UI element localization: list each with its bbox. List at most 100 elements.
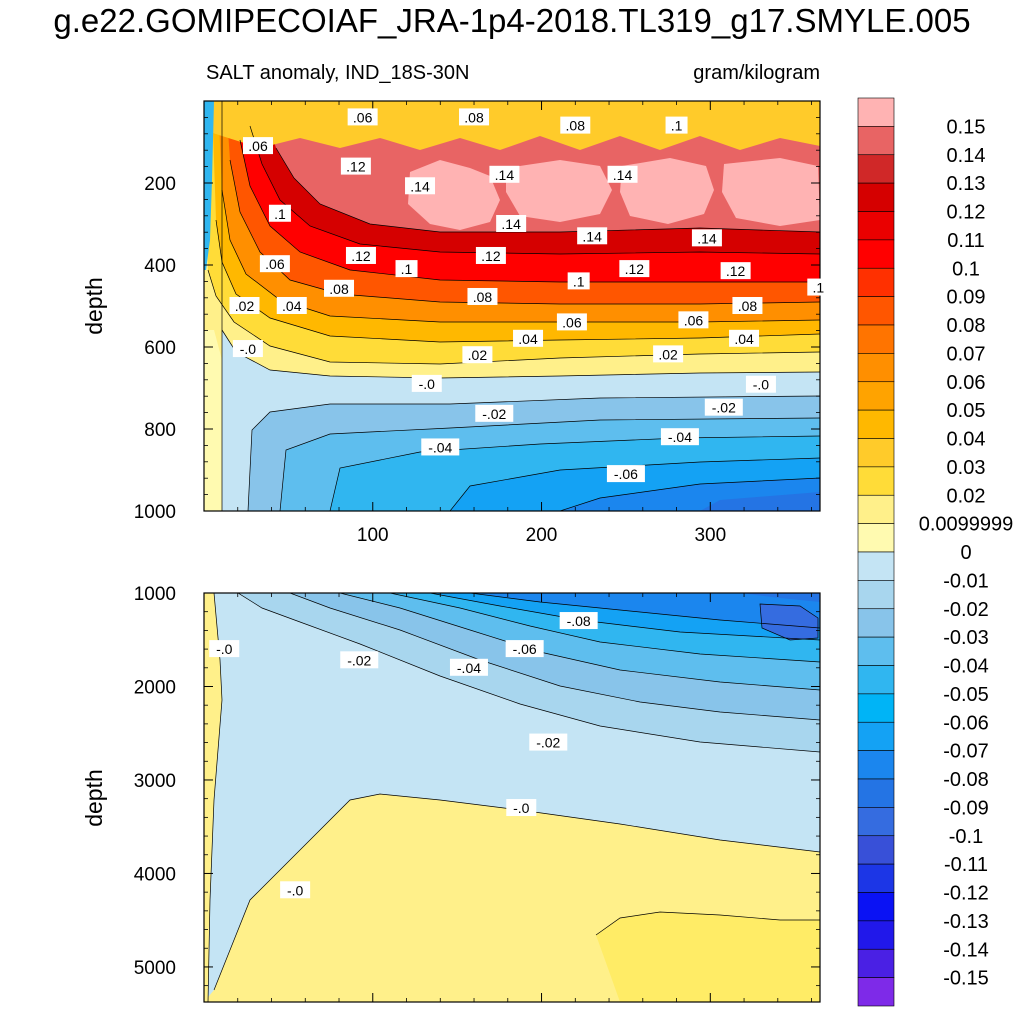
contour-label-text: -.0	[287, 882, 304, 898]
upper-contour-label: .14	[489, 165, 520, 183]
colorbar-swatch	[857, 608, 895, 638]
contour-label-text: -.02	[712, 400, 736, 416]
contour-label-bg	[704, 398, 743, 416]
colorbar-label: 0.15	[947, 116, 986, 138]
colorbar-label: 0.02	[947, 485, 986, 507]
colorbar-swatch	[857, 778, 895, 808]
contour-label-text: .08	[473, 289, 493, 305]
lower-contour-label: -.0	[506, 799, 537, 817]
colorbar-swatch	[857, 948, 895, 978]
lower-contour-lines	[207, 593, 820, 1002]
colorbar-swatch	[857, 580, 895, 610]
contour-label-bg	[745, 375, 776, 393]
upper-band-surface-blue	[204, 101, 214, 270]
upper-contour-label: .14	[577, 227, 608, 245]
upper-contour-label: .02	[229, 297, 260, 314]
upper-contour-label: -.0	[745, 375, 776, 393]
contour-label-bg	[607, 165, 638, 183]
contour-label-text: .12	[346, 159, 366, 175]
upper-x-tick-label: 100	[357, 525, 389, 546]
contour-label-bg	[559, 612, 598, 630]
colorbar-label: 0.06	[947, 372, 986, 394]
colorbar-label: 0	[960, 542, 971, 564]
upper-contour-label: -.06	[606, 465, 645, 483]
contour-label-text: -.04	[428, 439, 452, 455]
upper-contour-label: .08	[467, 287, 498, 305]
upper-contour-label: .06	[259, 255, 290, 273]
contour-label-text: .14	[501, 216, 521, 232]
colorbar-label: 0.0099999	[919, 514, 1014, 536]
upper-contour-labels: .06.06.08.08.1.12.14.14.14.1.14.14.14.12…	[229, 108, 830, 483]
contour-label-bg	[678, 311, 709, 329]
colorbar-label: 0.14	[947, 145, 986, 167]
contour-label-text: .1	[274, 206, 286, 222]
lower-band-blue8	[760, 604, 818, 640]
colorbar-swatch	[857, 693, 895, 723]
lower-band-blue7	[740, 593, 820, 602]
upper-y-tick-label: 800	[144, 420, 176, 441]
upper-contour-label: .14	[607, 165, 638, 183]
lower-y-tick-label: 4000	[134, 864, 176, 885]
lower-contour-labels: -.08 -.06 -.04 -.02 -.0 -.02 -.0 -.0	[209, 612, 598, 899]
contour-label-text: .12	[726, 263, 746, 279]
upper-contour-label: .1	[567, 272, 590, 290]
contour-label-text: -.0	[513, 800, 530, 816]
contour-label-text: .12	[625, 261, 645, 277]
lower-contour-label: -.08	[559, 612, 598, 630]
contour-label-text: .1	[401, 261, 413, 277]
colorbar-label: 0.12	[947, 202, 986, 224]
contour-label-bg	[577, 227, 608, 245]
colorbar-swatch	[857, 920, 895, 950]
contour-label-text: -.02	[347, 652, 371, 668]
colorbar-swatch	[857, 438, 895, 468]
colorbar-label: -0.05	[943, 684, 989, 706]
colorbar-label: -0.07	[943, 741, 989, 763]
colorbar-swatch	[857, 523, 895, 553]
lower-contour-label: -.02	[340, 651, 379, 669]
colorbar-label: -0.06	[943, 712, 989, 734]
contour-label-text: .1	[671, 118, 683, 134]
contour-label-bg	[347, 108, 378, 126]
contour-label-text: .08	[464, 109, 484, 125]
upper-y-tick-label: 600	[144, 338, 176, 359]
lower-y-tick-label: 2000	[134, 677, 176, 698]
colorbar-label: -0.11	[944, 854, 988, 876]
upper-contour-label: .06	[556, 313, 587, 331]
contour-label-bg	[462, 346, 493, 364]
contour-label-bg	[467, 287, 498, 305]
upper-contour-label: .14	[496, 215, 527, 232]
contour-label-bg	[567, 272, 590, 290]
colorbar-swatch	[857, 863, 895, 893]
contour-label-bg	[475, 246, 506, 264]
lower-y-tick-label: 5000	[134, 958, 176, 979]
contour-label-text: .06	[562, 314, 582, 330]
colorbar-label: 0.13	[947, 173, 986, 195]
contour-label-text: .08	[738, 298, 758, 314]
contour-label-text: .08	[566, 118, 586, 134]
contour-label-bg	[421, 438, 460, 456]
colorbar-swatch	[857, 182, 895, 212]
contour-label-text: .02	[468, 347, 488, 363]
contour-label-text: -.0	[240, 341, 257, 357]
contour-label-bg	[459, 108, 490, 126]
colorbar-label: 0.11	[947, 230, 984, 252]
colorbar-swatch	[857, 636, 895, 666]
upper-x-tick-label: 300	[694, 525, 726, 546]
colorbar-label: -0.1	[949, 826, 983, 848]
contour-label-text: .06	[684, 312, 704, 328]
contour-label-bg	[560, 116, 591, 134]
lower-contour-label: -.02	[529, 733, 568, 751]
contour-label-bg	[475, 404, 514, 422]
contour-label-bg	[606, 465, 645, 483]
colorbar-swatch	[857, 892, 895, 922]
contour-label-text: .06	[353, 109, 373, 125]
upper-contour-label: .04	[513, 329, 544, 347]
contour-label-text: .06	[265, 256, 285, 272]
lower-y-tick-label: 3000	[134, 771, 176, 792]
upper-y-tick-label: 400	[144, 256, 176, 277]
upper-contour-label: -.04	[421, 438, 460, 456]
colorbar-label: -0.08	[943, 769, 989, 791]
contour-label-text: .14	[697, 230, 717, 246]
contour-label-bg	[259, 255, 290, 273]
upper-contour-label: -.0	[411, 374, 442, 392]
